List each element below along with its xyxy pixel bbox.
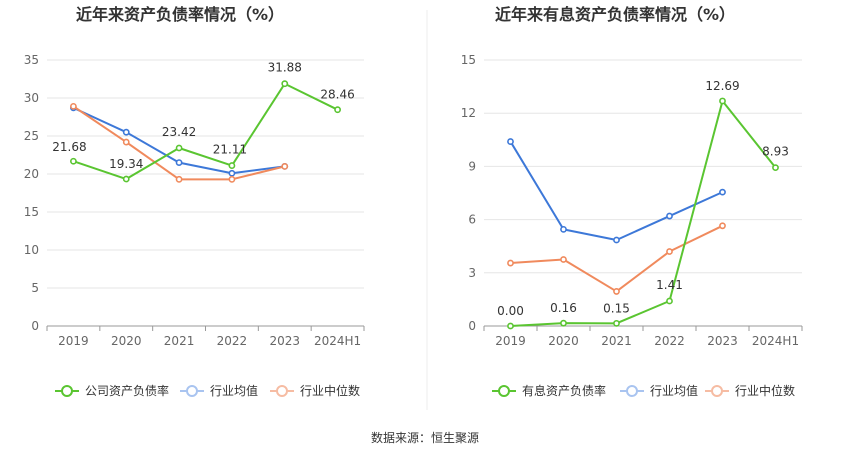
y-tick-label: 12 xyxy=(461,106,476,120)
x-tick-label: 2022 xyxy=(217,334,248,348)
data-point xyxy=(507,322,514,330)
series-line xyxy=(510,99,777,327)
y-tick-label: 10 xyxy=(24,243,39,257)
data-point xyxy=(507,259,514,267)
data-label: 0.15 xyxy=(603,301,630,315)
y-tick-label: 30 xyxy=(24,91,39,105)
data-point xyxy=(70,157,77,165)
data-point xyxy=(560,225,567,233)
x-tick-label: 2021 xyxy=(164,334,195,348)
data-point xyxy=(719,188,726,196)
data-point xyxy=(281,80,289,88)
x-tick-label: 2019 xyxy=(495,334,526,348)
data-point xyxy=(175,159,183,166)
legend-swatch-marker xyxy=(711,385,723,397)
y-tick-label: 0 xyxy=(468,319,476,333)
data-point xyxy=(175,144,183,152)
data-point xyxy=(228,162,236,169)
x-tick-label: 2024H1 xyxy=(752,334,799,348)
legend-item: 行业中位数 xyxy=(270,383,360,398)
data-point xyxy=(70,102,77,110)
series-line xyxy=(73,82,339,181)
y-tick-label: 15 xyxy=(461,53,476,67)
data-point xyxy=(666,212,673,220)
data-point xyxy=(281,162,289,170)
data-point xyxy=(719,222,726,230)
legend-swatch-marker xyxy=(498,385,510,397)
data-label: 0.00 xyxy=(497,304,524,318)
data-label: 21.11 xyxy=(213,143,247,157)
data-point xyxy=(228,175,236,183)
x-tick-label: 2024H1 xyxy=(314,334,361,348)
x-tick-label: 2021 xyxy=(601,334,632,348)
legend-label: 行业中位数 xyxy=(735,383,795,398)
legend-swatch-marker xyxy=(61,385,73,397)
chart-title: 近年来资产负债率情况（%） xyxy=(76,5,284,24)
y-tick-label: 5 xyxy=(31,281,39,295)
data-label: 28.46 xyxy=(320,88,354,102)
y-tick-label: 25 xyxy=(24,129,39,143)
data-point xyxy=(666,297,673,305)
x-tick-label: 2022 xyxy=(654,334,685,348)
legend-label: 行业均值 xyxy=(210,383,258,398)
legend-item: 行业中位数 xyxy=(705,383,795,398)
x-tick-label: 2020 xyxy=(548,334,579,348)
legend-swatch-marker xyxy=(186,385,198,397)
series-line xyxy=(510,224,723,293)
data-point xyxy=(719,97,726,105)
legend-label: 行业均值 xyxy=(650,383,698,398)
data-label: 19.34 xyxy=(109,157,143,171)
y-tick-label: 6 xyxy=(468,213,476,227)
data-point xyxy=(228,169,236,177)
x-tick-label: 2020 xyxy=(111,334,142,348)
y-tick-label: 9 xyxy=(468,159,476,173)
y-tick-label: 20 xyxy=(24,167,39,181)
data-point xyxy=(560,319,567,327)
x-tick-label: 2023 xyxy=(707,334,738,348)
x-tick-label: 2023 xyxy=(269,334,300,348)
x-tick-label: 2019 xyxy=(58,334,89,348)
chart-title: 近年来有息资产负债率情况（%） xyxy=(495,5,735,24)
legend-item: 行业均值 xyxy=(180,383,258,398)
data-source-note: 数据来源：恒生聚源 xyxy=(371,430,479,445)
data-label: 31.88 xyxy=(268,61,302,75)
data-point xyxy=(613,236,620,244)
data-point xyxy=(613,319,620,327)
data-point xyxy=(507,138,514,145)
data-label: 0.16 xyxy=(550,301,577,315)
data-point xyxy=(613,288,620,295)
data-label: 23.42 xyxy=(162,125,196,139)
y-tick-label: 15 xyxy=(24,205,39,219)
data-point xyxy=(666,248,673,255)
data-point xyxy=(560,256,567,263)
y-tick-label: 0 xyxy=(31,319,39,333)
legend-item: 行业均值 xyxy=(620,383,698,398)
data-label: 1.41 xyxy=(656,278,683,292)
data-label: 21.68 xyxy=(52,140,86,154)
y-tick-label: 3 xyxy=(468,266,476,280)
chart-panel-interest-debt-ratio: 近年来有息资产负债率情况（%） 0 3 6 9 12 15 2019 2020 2021 2022 2… xyxy=(461,5,803,398)
legend-swatch-marker xyxy=(626,385,638,397)
legend-item: 有息资产负债率 xyxy=(492,383,606,398)
data-point xyxy=(175,175,183,183)
data-point xyxy=(122,138,130,146)
data-point xyxy=(334,106,341,114)
data-point xyxy=(122,175,130,183)
data-point xyxy=(122,128,130,136)
series-line xyxy=(509,141,723,241)
chart-panel-debt-ratio: 近年来资产负债率情况（%） 0 5 10 15 20 25 30 35 2019 2020 2021 2… xyxy=(24,5,365,398)
data-point xyxy=(772,164,779,172)
legend-item: 公司资产负债率 xyxy=(55,383,169,398)
series-line xyxy=(72,105,285,181)
legend-label: 公司资产负债率 xyxy=(85,383,169,398)
data-label: 12.69 xyxy=(705,79,739,93)
data-label: 8.93 xyxy=(762,145,789,159)
legend-label: 有息资产负债率 xyxy=(522,383,606,398)
legend-swatch-marker xyxy=(276,385,288,397)
legend-label: 行业中位数 xyxy=(300,383,360,398)
y-tick-label: 35 xyxy=(24,53,39,67)
